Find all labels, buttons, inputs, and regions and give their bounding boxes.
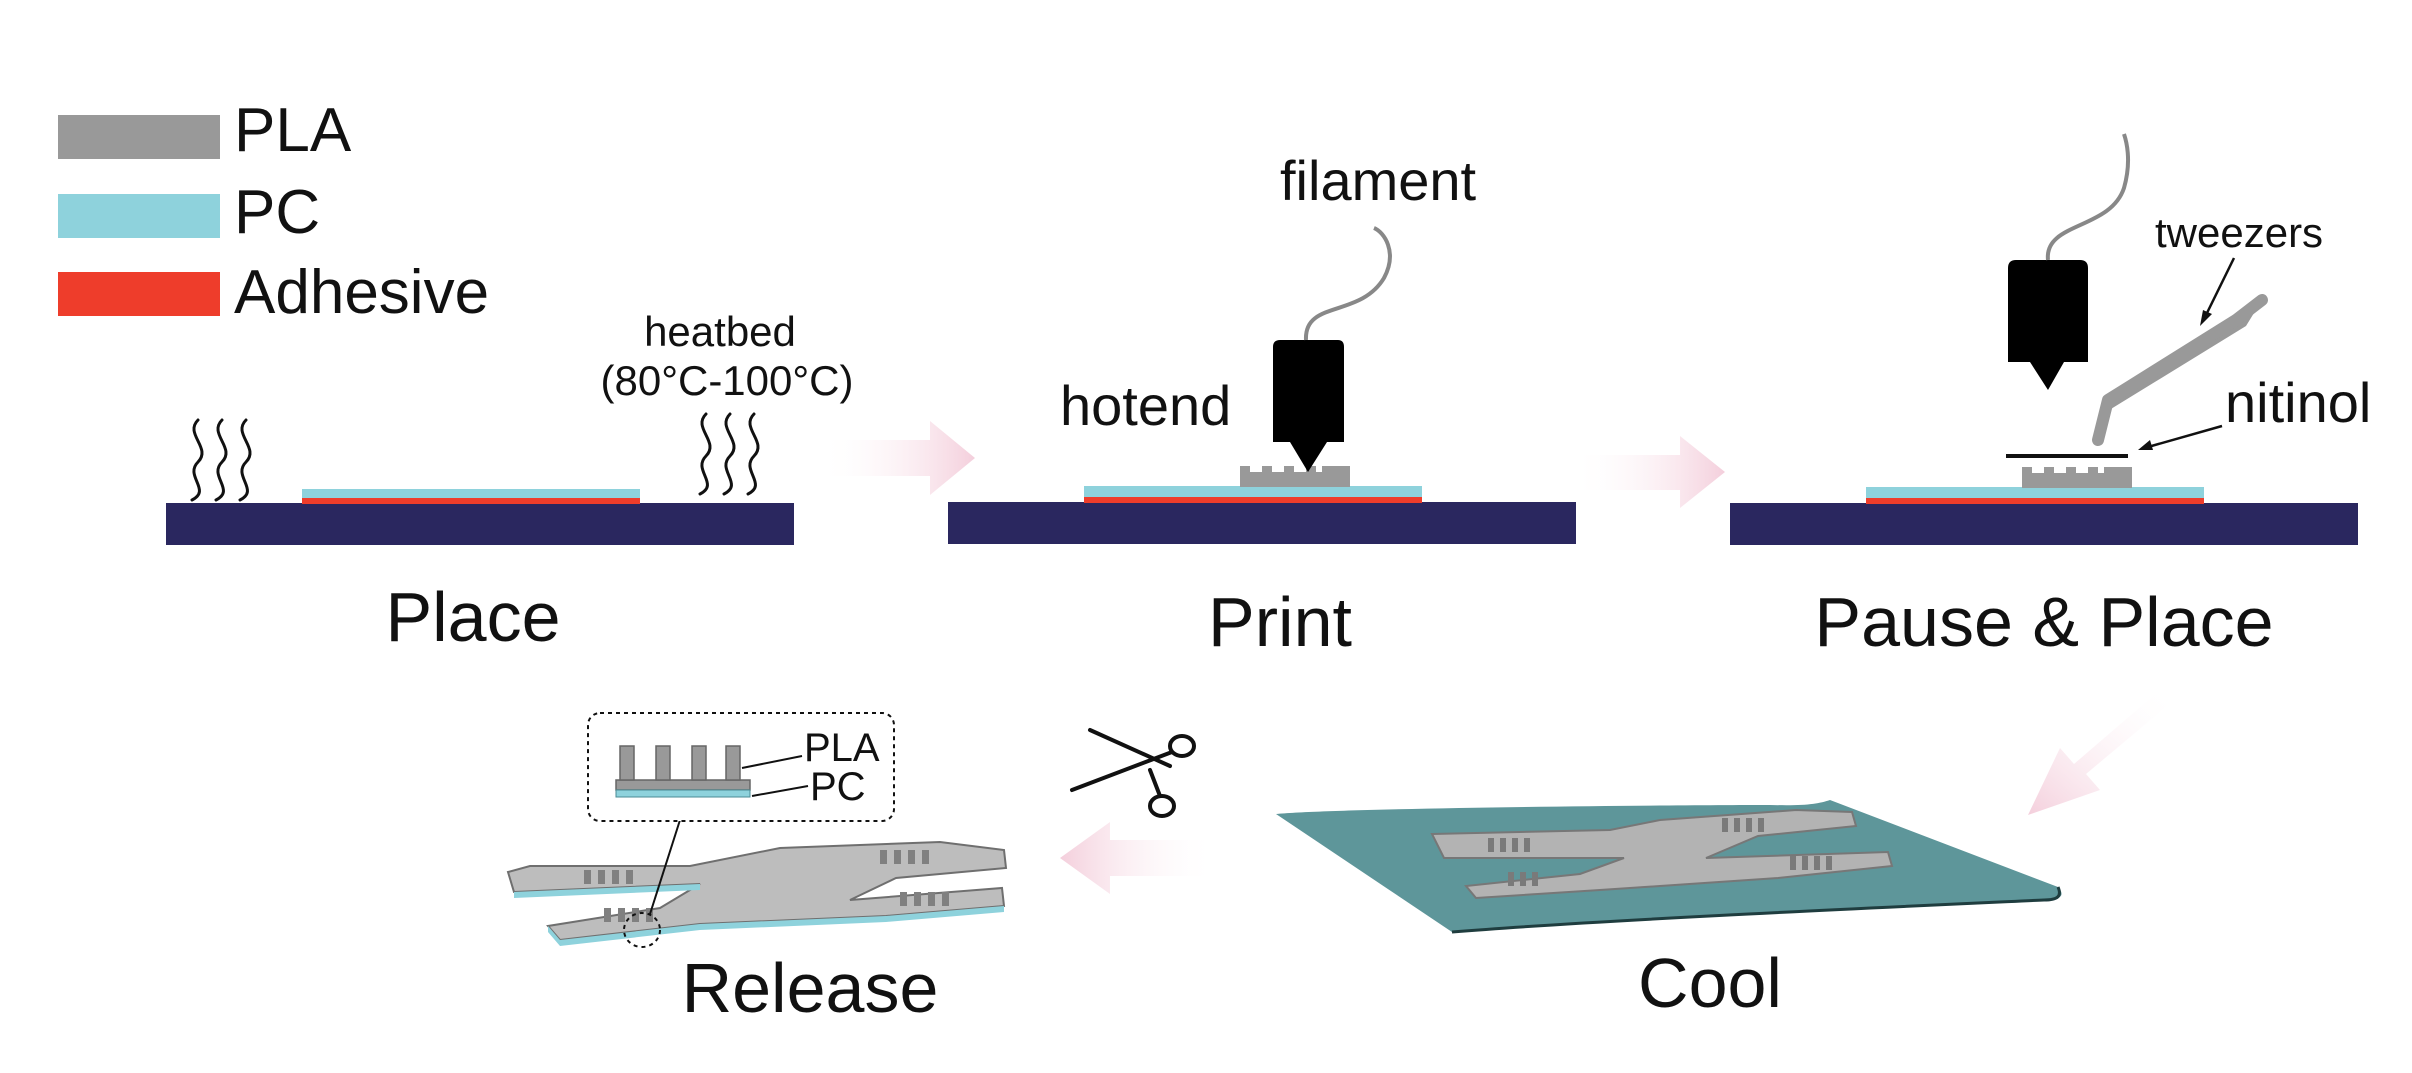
tweezers-label: tweezers [2155, 209, 2323, 256]
tweezers-icon [2092, 294, 2268, 446]
heatbed-plate [1730, 503, 2358, 545]
pc-sheet [302, 489, 640, 498]
nitinol-pointer [2138, 424, 2223, 450]
inset-pc-layer [615, 789, 751, 798]
filament-strand [1303, 226, 1392, 341]
step-label-cool: Cool [1638, 944, 1782, 1022]
legend-label-adhesive: Adhesive [234, 258, 489, 327]
step-pause-and-place: tweezers nitinol Pause & Place [1730, 133, 2371, 661]
heatbed-label: heatbed [644, 308, 796, 355]
adhesive-layer [1084, 496, 1422, 503]
heatbed-plate [166, 503, 794, 545]
hotend-icon [1273, 340, 1344, 472]
arrow-down-left-icon [2028, 690, 2172, 815]
legend-item-pla: PLA [58, 96, 352, 165]
step-label-release: Release [682, 949, 939, 1027]
zoom-leader-line [649, 819, 681, 915]
step-label-place: Place [385, 578, 560, 656]
cooled-part [1430, 808, 1894, 900]
legend-swatch-adhesive [58, 272, 220, 316]
released-part [506, 840, 1008, 946]
filament-label: filament [1280, 149, 1477, 212]
heat-wave-icon [698, 412, 760, 496]
zoom-circle [623, 912, 661, 948]
legend-label-pla: PLA [234, 96, 352, 165]
arrow-right-icon [818, 421, 975, 495]
tweezers-pointer [2200, 257, 2236, 326]
legend-swatch-pla [58, 115, 220, 159]
cross-section-inset: PLA PC [587, 712, 895, 822]
heatbed-temperature-label: (80°C-100°C) [600, 357, 853, 404]
step-cool: Cool [1276, 800, 2062, 1022]
printed-pla-part [2022, 467, 2132, 488]
arrow-right-icon [1572, 436, 1725, 508]
filament-strand [2045, 133, 2131, 261]
pc-sheet [1866, 487, 2204, 498]
legend-item-pc: PC [58, 178, 320, 247]
nitinol-label: nitinol [2225, 371, 2371, 434]
hotend-label: hotend [1060, 374, 1231, 437]
heat-wave-icon [190, 418, 252, 502]
legend: PLA PC Adhesive [58, 96, 489, 327]
printed-pla-part [1240, 466, 1350, 487]
step-label-pause-and-place: Pause & Place [1814, 583, 2273, 661]
scissors-icon [1070, 728, 1196, 818]
step-print: filament hotend Print [948, 149, 1576, 661]
adhesive-layer [302, 497, 640, 504]
heatbed-plate [948, 502, 1576, 544]
inset-label-pc: PC [810, 765, 866, 809]
pc-sheet [1084, 486, 1422, 497]
arrow-left-icon [1060, 822, 1216, 894]
legend-label-pc: PC [234, 178, 320, 247]
step-label-print: Print [1208, 583, 1352, 661]
legend-swatch-pc [58, 194, 220, 238]
hotend-icon [2008, 260, 2088, 390]
inset-label-pla: PLA [804, 726, 880, 770]
legend-item-adhesive: Adhesive [58, 258, 489, 327]
step-release: PLA PC Release [506, 712, 1008, 1027]
adhesive-layer [1866, 497, 2204, 504]
inset-pla-profile [615, 745, 751, 791]
step-place: heatbed (80°C-100°C) Place [166, 308, 854, 656]
